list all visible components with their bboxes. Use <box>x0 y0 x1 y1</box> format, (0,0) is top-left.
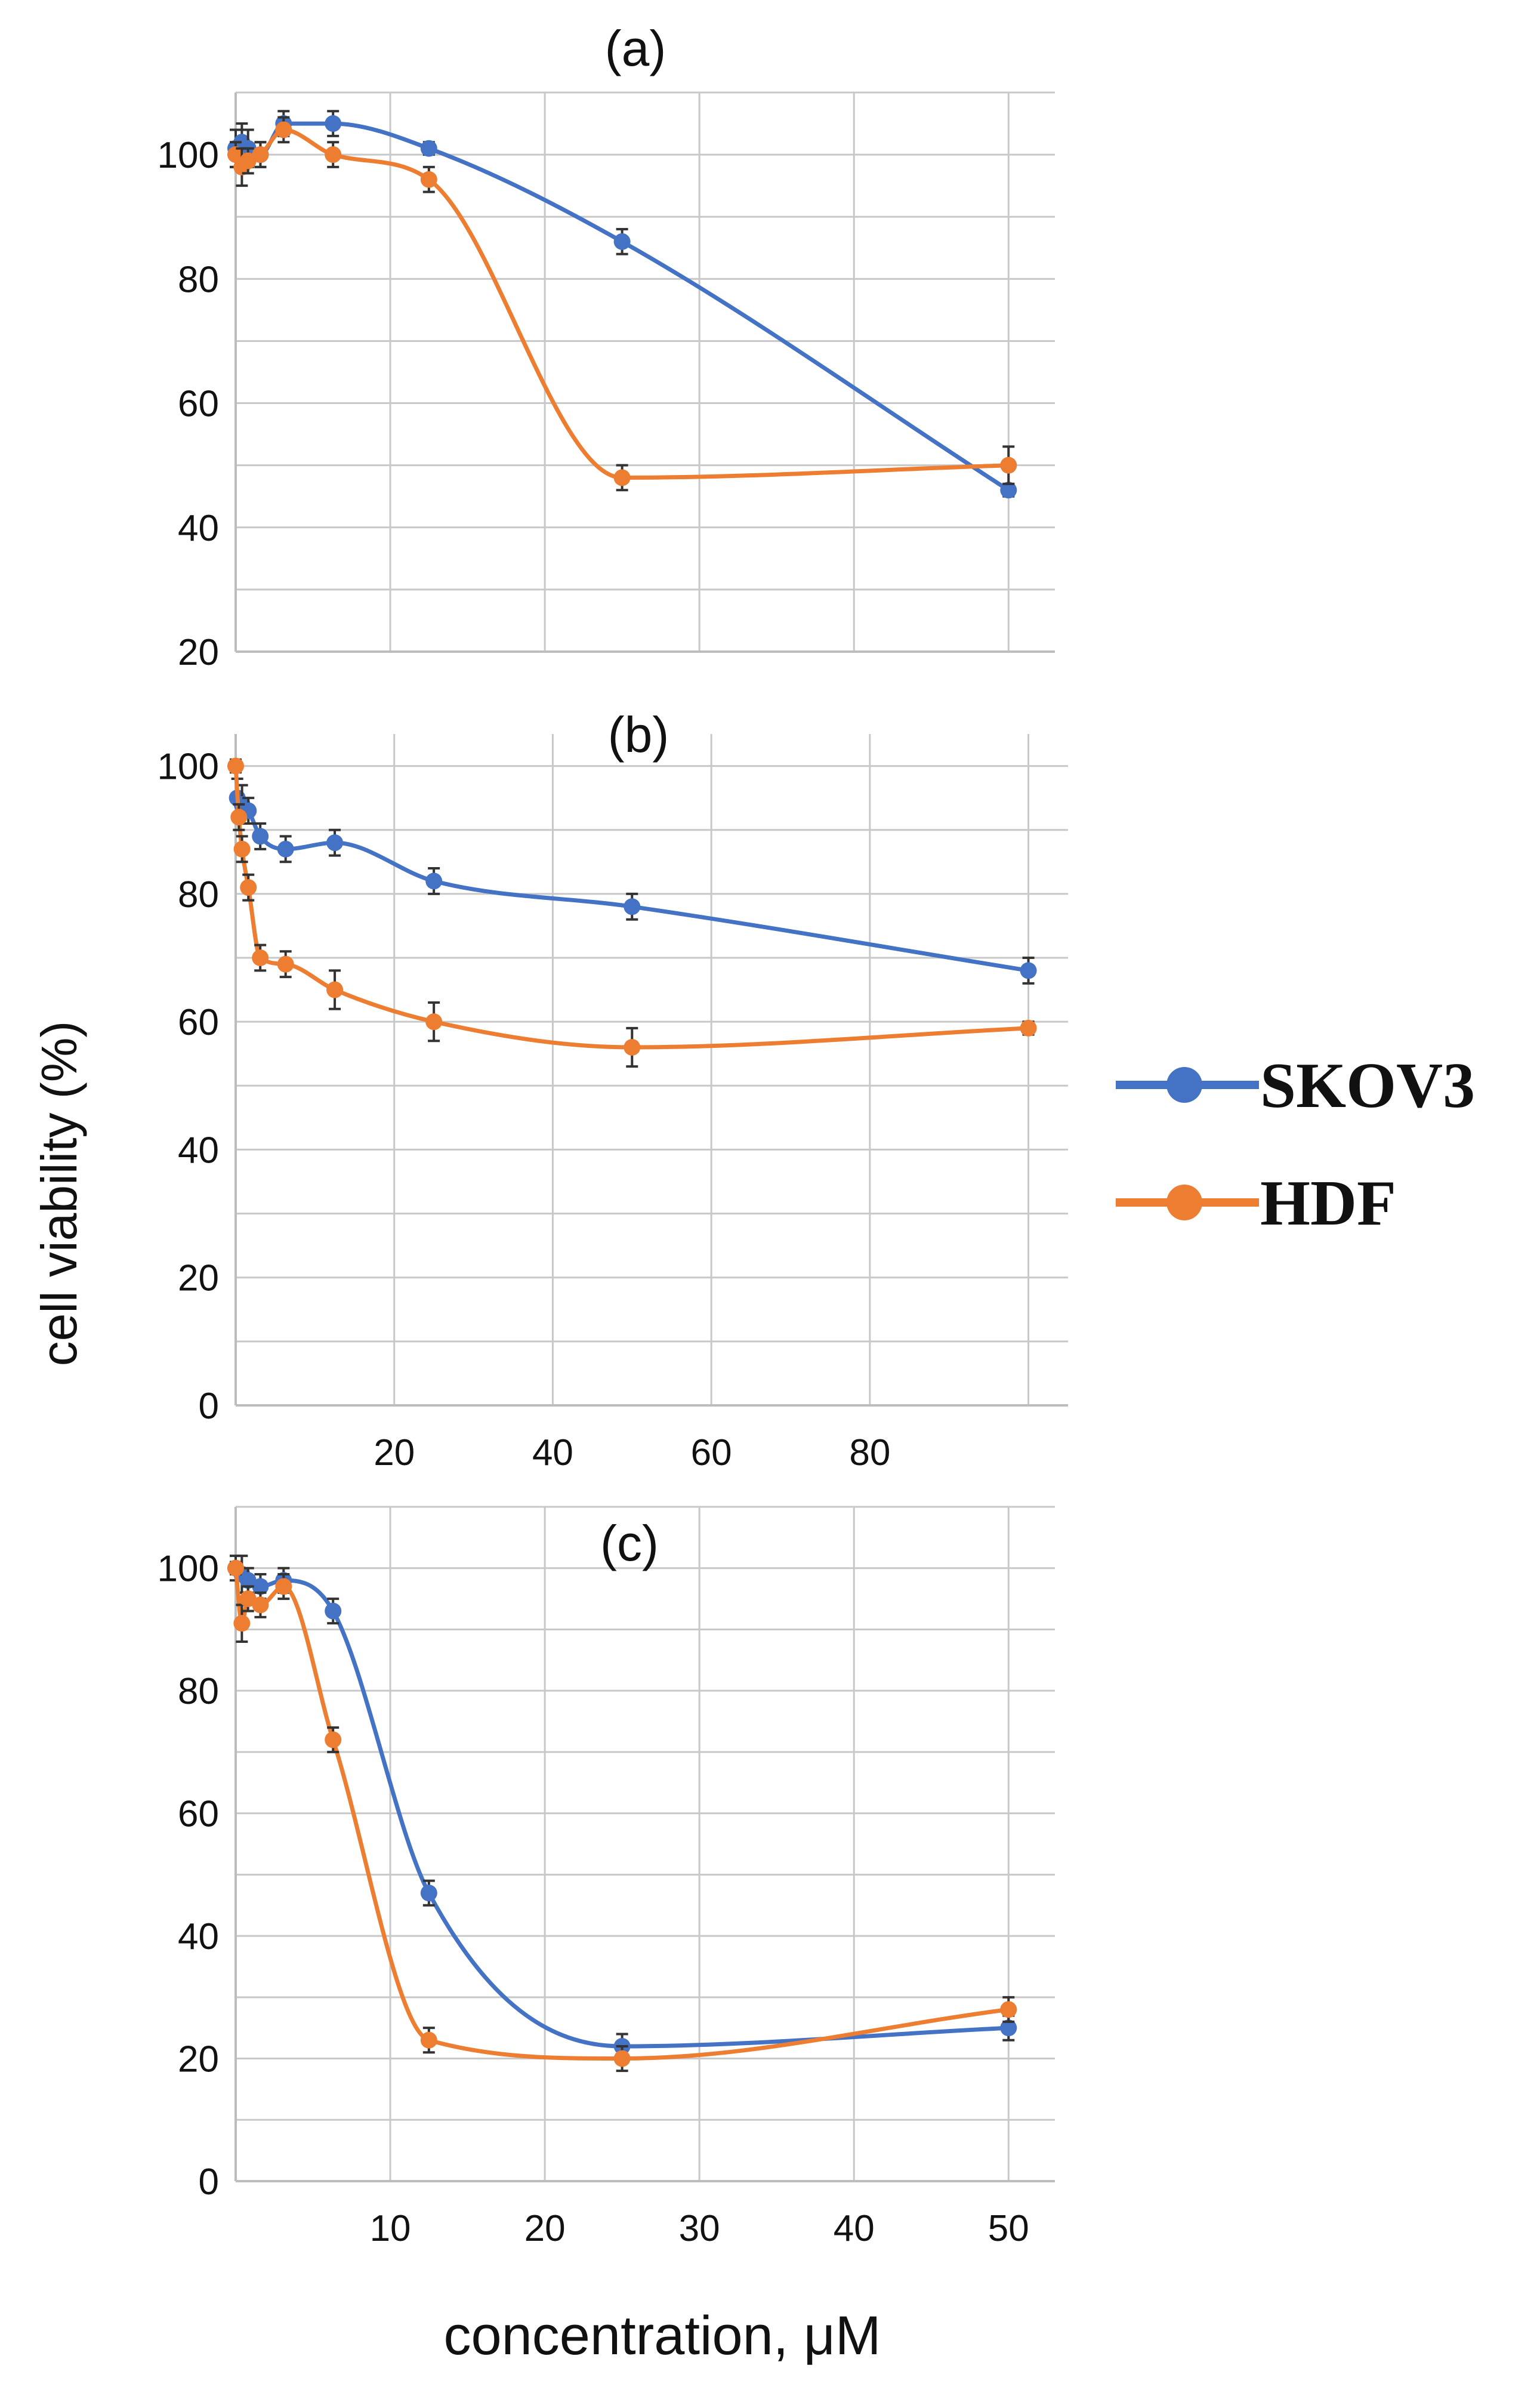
y-tick-label: 20 <box>178 2039 219 2080</box>
data-point-hdf <box>252 1596 269 1614</box>
grid-a <box>236 91 1055 653</box>
legend-label-hdf: HDF <box>1260 1168 1396 1239</box>
data-point-hdf <box>230 809 248 826</box>
panel-title-b: (b) <box>608 707 669 763</box>
x-tick-label: 10 <box>370 2208 411 2249</box>
legend-marker-hdf <box>1166 1185 1202 1220</box>
y-tick-label: 100 <box>158 1549 219 1590</box>
legend-label-skov3: SKOV3 <box>1260 1050 1475 1121</box>
data-point-skov3 <box>425 872 443 890</box>
data-point-skov3 <box>420 1885 437 1902</box>
data-point-hdf <box>227 757 244 775</box>
x-tick-label: 40 <box>834 2208 875 2249</box>
y-tick-label: 20 <box>178 1258 219 1299</box>
data-point-hdf <box>240 879 257 896</box>
y-axis-label: cell viability (%) <box>31 1021 87 1367</box>
y-tick-label: 80 <box>178 1671 219 1712</box>
data-point-skov3 <box>277 840 294 858</box>
y-tick-label: 40 <box>178 508 219 549</box>
y-tick-label: 20 <box>178 632 219 673</box>
panel-title-c: (c) <box>600 1515 659 1571</box>
data-point-hdf <box>624 1039 641 1056</box>
panel-title-a: (a) <box>605 20 666 76</box>
x-tick-label: 20 <box>374 1432 415 1473</box>
data-point-skov3 <box>1020 962 1037 979</box>
y-tick-label: 80 <box>178 259 219 300</box>
legend-marker-skov3 <box>1166 1067 1202 1103</box>
data-point-hdf <box>1000 2001 1017 2018</box>
y-tick-label: 100 <box>158 135 219 176</box>
data-point-hdf <box>326 981 344 998</box>
data-point-hdf <box>420 2031 437 2049</box>
x-tick-label: 60 <box>691 1432 732 1473</box>
x-tick-label: 40 <box>532 1432 573 1473</box>
data-point-skov3 <box>239 1572 257 1589</box>
panel-a: (a) 20 40 60 80 100 <box>158 20 1055 673</box>
y-tick-label: 0 <box>199 2161 219 2203</box>
data-point-hdf <box>275 1578 292 1595</box>
panel-c: (c) 0 20 40 60 80 100 10 20 30 40 50 <box>158 1506 1055 2249</box>
panel-b: (b) 0 20 40 60 80 100 20 40 60 80 <box>158 707 1068 1473</box>
data-point-skov3 <box>325 1602 342 1620</box>
x-tick-label: 20 <box>524 2208 566 2249</box>
series-hdf-c <box>227 1559 1017 2073</box>
data-point-hdf <box>239 1590 257 1608</box>
y-tick-label: 40 <box>178 1916 219 1957</box>
data-point-hdf <box>233 1615 251 1632</box>
data-point-hdf <box>420 171 437 188</box>
series-skov3-b <box>229 778 1037 985</box>
data-point-hdf <box>277 955 294 973</box>
data-point-hdf <box>227 146 244 164</box>
data-point-hdf <box>1000 457 1017 474</box>
y-tick-label: 60 <box>178 1002 219 1043</box>
legend-item-skov3: SKOV3 <box>1116 1050 1475 1121</box>
data-point-hdf <box>227 1559 244 1577</box>
data-point-skov3 <box>326 834 344 852</box>
data-point-hdf <box>239 152 257 169</box>
data-point-hdf <box>325 146 342 164</box>
y-tick-label: 80 <box>178 874 219 915</box>
y-tick-label: 60 <box>178 384 219 425</box>
data-point-hdf <box>613 2050 631 2067</box>
x-tick-label: 80 <box>849 1432 890 1473</box>
data-point-skov3 <box>420 140 437 157</box>
data-point-hdf <box>252 949 269 966</box>
data-point-hdf <box>252 146 269 164</box>
y-tick-label: 100 <box>158 747 219 788</box>
x-tick-label: 30 <box>679 2208 720 2249</box>
data-point-hdf <box>233 840 251 858</box>
series-skov3-a <box>227 110 1017 499</box>
data-point-skov3 <box>1000 482 1017 499</box>
series-line-hdf <box>233 128 1009 480</box>
data-point-skov3 <box>252 1578 269 1595</box>
y-tick-label: 40 <box>178 1130 219 1171</box>
series-hdf-b <box>227 757 1037 1068</box>
data-point-hdf <box>613 469 631 486</box>
data-point-skov3 <box>613 233 631 250</box>
series-line-skov3 <box>234 121 1010 492</box>
data-point-skov3 <box>1000 2019 1017 2037</box>
grid-b <box>236 734 1068 1407</box>
y-tick-label: 0 <box>199 1386 219 1427</box>
series-line-skov3 <box>235 797 1029 973</box>
data-point-hdf <box>1020 1019 1037 1037</box>
x-axis-label: concentration, μM <box>443 2305 881 2366</box>
data-point-hdf <box>275 121 292 138</box>
legend: SKOV3 HDF <box>1116 1050 1475 1239</box>
data-point-skov3 <box>325 115 342 132</box>
series-skov3-c <box>227 1555 1017 2060</box>
series-hdf-a <box>227 116 1017 492</box>
grid-c <box>236 1506 1055 2182</box>
data-point-skov3 <box>252 828 269 845</box>
legend-item-hdf: HDF <box>1116 1168 1396 1239</box>
data-point-hdf <box>325 1731 342 1749</box>
data-point-skov3 <box>624 898 641 915</box>
x-tick-label: 50 <box>988 2208 1029 2249</box>
y-tick-label: 60 <box>178 1794 219 1835</box>
data-point-hdf <box>425 1013 443 1031</box>
